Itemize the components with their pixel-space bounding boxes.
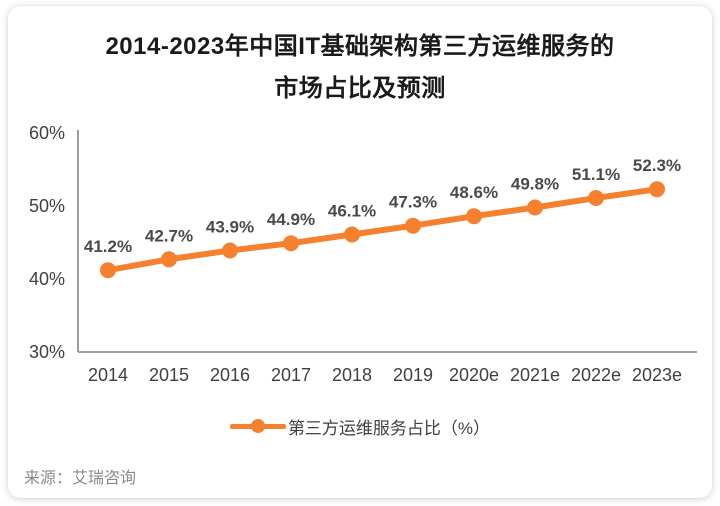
- data-point: [344, 226, 360, 243]
- data-point: [588, 190, 604, 206]
- x-tick-label: 2015: [149, 365, 189, 385]
- data-point: [100, 262, 116, 279]
- data-point: [222, 242, 238, 259]
- series-line: [105, 186, 660, 274]
- x-tick-label: 2014: [88, 365, 128, 385]
- x-tick-label: 2023e: [632, 365, 682, 385]
- data-label: 47.3%: [389, 193, 437, 212]
- data-label: 41.2%: [84, 237, 132, 256]
- x-tick-label: 2017: [271, 365, 311, 385]
- data-label: 49.8%: [511, 175, 559, 194]
- data-label: 51.1%: [572, 165, 620, 184]
- chart-title: 2014-2023年中国IT基础架构第三方运维服务的 市场占比及预测: [8, 26, 712, 110]
- source-note: 来源：艾瑞咨询: [24, 470, 137, 487]
- chart-card: 2014-2023年中国IT基础架构第三方运维服务的 市场占比及预测 60% 50…: [8, 6, 712, 498]
- data-label: 44.9%: [267, 210, 315, 229]
- y-tick-label: 60%: [29, 123, 65, 143]
- x-tick-label: 2019: [393, 365, 433, 385]
- legend-line-marker-icon: [229, 419, 286, 433]
- legend: 第三方运维服务占比（%）: [8, 412, 712, 440]
- data-point: [649, 181, 665, 198]
- x-tick-label: 2022e: [571, 365, 621, 385]
- y-tick-label: 30%: [29, 342, 65, 362]
- data-point: [283, 235, 299, 252]
- data-point: [405, 217, 421, 234]
- data-label: 48.6%: [450, 183, 498, 202]
- data-point: [527, 199, 543, 216]
- chart-title-line1: 2014-2023年中国IT基础架构第三方运维服务的: [105, 33, 615, 60]
- x-tick-label: 2020e: [449, 365, 499, 385]
- legend-dot-icon: [250, 419, 265, 433]
- y-tick-label: 50%: [29, 196, 65, 216]
- data-label: 52.3%: [633, 156, 681, 175]
- x-tick-label: 2016: [210, 365, 250, 385]
- chart-title-line2: 市场占比及预测: [274, 75, 446, 102]
- data-label: 43.9%: [206, 218, 254, 237]
- x-tick-label: 2021e: [510, 365, 560, 385]
- legend-label: 第三方运维服务占比（%）: [287, 418, 491, 438]
- x-tick-label: 2018: [332, 365, 372, 385]
- data-label: 42.7%: [145, 226, 193, 245]
- data-point: [466, 208, 482, 225]
- data-label: 46.1%: [328, 202, 376, 221]
- y-tick-label: 40%: [29, 269, 65, 289]
- data-point: [161, 251, 177, 268]
- line-chart: 60% 50% 40% 30% 2014 2015 2016 2017 2018 2019 2020…: [29, 123, 697, 385]
